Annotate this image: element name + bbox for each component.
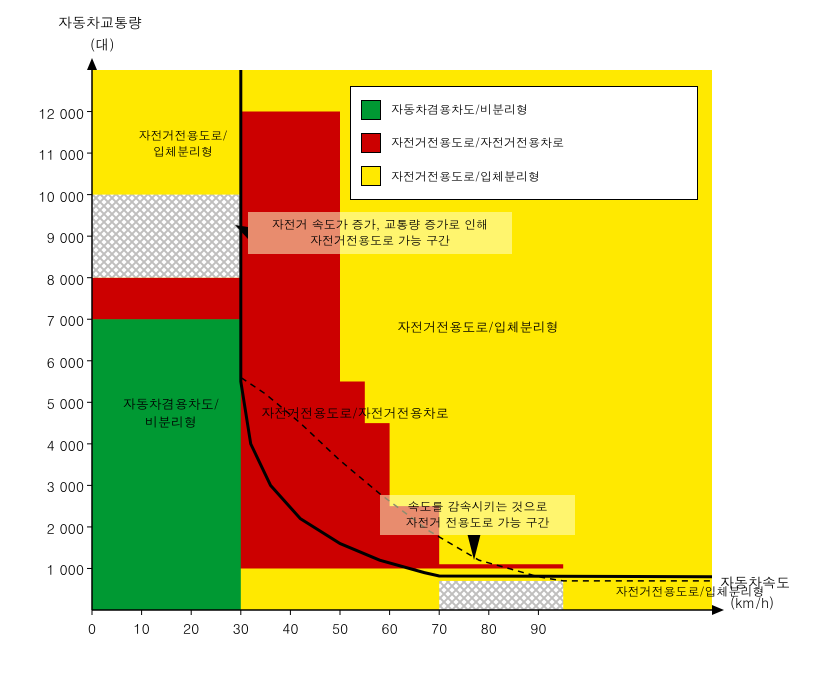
annotation-line: 자전거전용도로 가능 구간 — [248, 233, 512, 249]
x-tick-label: 80 — [474, 618, 504, 638]
legend-label: 자전거전용도로/자전거전용차로 — [391, 134, 564, 151]
y-axis-title: 자동차교통량 — [58, 12, 142, 32]
region-label: 자전거전용도로/자전거전용차로 — [225, 404, 485, 422]
y-tick-label: 12 000 — [30, 103, 84, 123]
legend-label: 자동차겸용차도/비분리형 — [391, 101, 528, 118]
x-tick-label: 30 — [226, 618, 256, 638]
y-tick-label: 7 000 — [30, 310, 84, 330]
y-tick-label: 3 000 — [30, 476, 84, 496]
x-tick-label: 90 — [523, 618, 553, 638]
y-tick-label: 2 000 — [30, 518, 84, 538]
y-tick-label: 11 000 — [30, 144, 84, 164]
annotation-note: 속도를 감속시키는 것으로자전거 전용도로 가능 구간 — [380, 495, 575, 535]
region-label: 자동차겸용차도/ 비분리형 — [96, 395, 246, 430]
annotation-line: 자전거 전용도로 가능 구간 — [380, 515, 575, 531]
legend-swatch — [361, 100, 381, 120]
x-tick-label: 70 — [424, 618, 454, 638]
y-tick-label: 6 000 — [30, 352, 84, 372]
x-tick-label: 40 — [275, 618, 305, 638]
legend-item: 자동차겸용차도/비분리형 — [361, 100, 687, 120]
x-tick-label: 10 — [127, 618, 157, 638]
legend-box: 자동차겸용차도/비분리형자전거전용도로/자전거전용차로자전거전용도로/입체분리형 — [350, 86, 698, 200]
x-tick-label: 60 — [375, 618, 405, 638]
x-tick-label: 50 — [325, 618, 355, 638]
y-tick-label: 1 000 — [30, 559, 84, 579]
legend-swatch — [361, 166, 381, 186]
annotation-line: 속도를 감속시키는 것으로 — [380, 499, 575, 515]
legend-item: 자전거전용도로/입체분리형 — [361, 166, 687, 186]
y-tick-label: 4 000 — [30, 435, 84, 455]
x-tick-label: 0 — [77, 618, 107, 638]
legend-swatch — [361, 133, 381, 153]
legend-item: 자전거전용도로/자전거전용차로 — [361, 133, 687, 153]
annotation-line: 자전거 속도가 증가, 교통량 증가로 인해 — [248, 217, 512, 233]
annotation-note: 자전거 속도가 증가, 교통량 증가로 인해자전거전용도로 가능 구간 — [248, 212, 512, 254]
region-label: 자전거전용도로/입체분리형 — [348, 318, 608, 336]
y-tick-label: 9 000 — [30, 227, 84, 247]
y-tick-label: 8 000 — [30, 269, 84, 289]
legend-label: 자전거전용도로/입체분리형 — [391, 168, 540, 185]
region-label: 자전거전용도로/ 입체분리형 — [108, 128, 258, 160]
y-tick-label: 10 000 — [30, 186, 84, 206]
x-tick-label: 20 — [176, 618, 206, 638]
region-label: 자전거전용도로/입체분리형 — [570, 584, 810, 600]
y-tick-label: 5 000 — [30, 393, 84, 413]
